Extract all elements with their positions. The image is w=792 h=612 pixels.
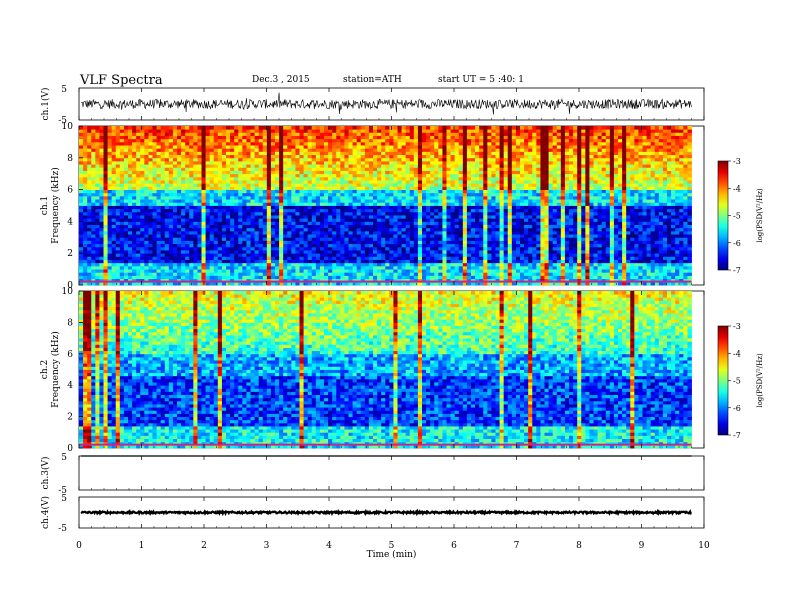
ch2-spectrogram-band: [79, 443, 692, 446]
chart-title: VLF Spectra: [80, 73, 163, 88]
ch1-waveform-ytick-top: 5: [61, 85, 67, 95]
xtick-label-1: 1: [139, 541, 145, 551]
ch2-spectrogram-colorbar-tick: -4: [733, 349, 741, 358]
xtick-label-0: 0: [76, 541, 82, 551]
ch1-waveform-frame: [78, 87, 705, 121]
ch2-spectrogram-ytick: 6: [67, 350, 73, 360]
ch4-waveform-ytick-top: 5: [61, 494, 67, 504]
ch1-spectrogram-colorbar-tick: -3: [733, 157, 741, 166]
ch3-waveform-ytick-bottom: -5: [58, 486, 67, 496]
ch2-spectrogram-ytick: 2: [67, 413, 73, 423]
xtick-label-3: 3: [264, 541, 270, 551]
ch4-waveform-trace: [80, 508, 692, 517]
ch1-spectrogram-ylabel-line1: ch.1: [40, 196, 50, 215]
ch1-spectrogram-ytick: 6: [67, 186, 73, 196]
start-time-label: start UT = 5 :40: 1: [438, 75, 524, 85]
xtick-label-4: 4: [326, 541, 332, 551]
xtick-label-10: 10: [698, 541, 710, 551]
ch1-spectrogram-colorbar-tick: -4: [733, 184, 741, 193]
station-label: station=ATH: [343, 75, 402, 85]
ch2-spectrogram-colorbar-tick: -7: [733, 431, 741, 440]
ch2-spectrogram-ylabel-line1: ch.2: [40, 360, 50, 379]
ch1-spectrogram-colorbar-tick: -6: [733, 239, 741, 248]
ch1-spectrogram-ytick: 8: [67, 154, 73, 164]
ch2-spectrogram-ytick: 8: [67, 318, 73, 328]
ch1-spectrogram-ytick: 2: [67, 249, 73, 259]
ch1-spectrogram-colorbar-tick: -5: [733, 212, 741, 221]
ch2-spectrogram-cells: [79, 291, 692, 449]
xtick-label-5: 5: [389, 541, 395, 551]
ch4-waveform-ytick-bottom: -5: [58, 524, 67, 534]
ch3-waveform-frame: [78, 455, 705, 491]
ch1-spectrogram-ytick: 0: [67, 281, 73, 291]
ch1-spectrogram-ylabel-line2: Frequency (kHz): [50, 167, 61, 244]
ch1-spectrogram-ytick: 10: [62, 122, 74, 132]
ch2-spectrogram-colorbar: [717, 325, 729, 436]
ch1-spectrogram-band: [79, 280, 692, 283]
xtick-label-7: 7: [514, 541, 520, 551]
ch2-spectrogram-ylabel-line2: Frequency (kHz): [50, 331, 61, 408]
ch2-spectrogram-ytick: 10: [62, 287, 74, 297]
x-axis-label: Time (min): [367, 549, 417, 560]
ch2-spectrogram-colorbar-tick: -6: [733, 404, 741, 413]
ch3-waveform-ylabel: ch.3(V): [40, 457, 51, 490]
ch1-spectrogram-colorbar-label: log(PSD(V²/Hz): [756, 188, 764, 243]
ch2-spectrogram-ytick: 4: [67, 381, 73, 391]
ch1-spectrogram-ytick: 4: [67, 217, 73, 227]
xtick-label-2: 2: [201, 541, 207, 551]
xtick-label-9: 9: [639, 541, 645, 551]
ch2-spectrogram-colorbar-tick: -3: [733, 322, 741, 331]
ch2-spectrogram-colorbar-tick: -5: [733, 377, 741, 386]
ch1-spectrogram-colorbar: [717, 160, 729, 271]
ch1-spectrogram-cells: [79, 126, 692, 286]
date-label: Dec.3 , 2015: [252, 75, 310, 85]
ch4-waveform-ylabel: ch.4(V): [40, 496, 51, 529]
ch1-waveform-trace: [80, 92, 692, 115]
ch1-waveform-ylabel: ch.1(V): [40, 88, 51, 121]
ch1-waveform-ytick-bottom: -5: [58, 116, 67, 126]
ch1-spectrogram-colorbar-tick: -7: [733, 266, 741, 275]
ch3-waveform-ytick-top: 5: [61, 453, 67, 463]
ch2-spectrogram-ytick: 0: [67, 444, 73, 454]
xtick-label-8: 8: [576, 541, 582, 551]
xtick-label-6: 6: [451, 541, 457, 551]
ch2-spectrogram-colorbar-label: log(PSD(V²/Hz): [756, 353, 764, 408]
